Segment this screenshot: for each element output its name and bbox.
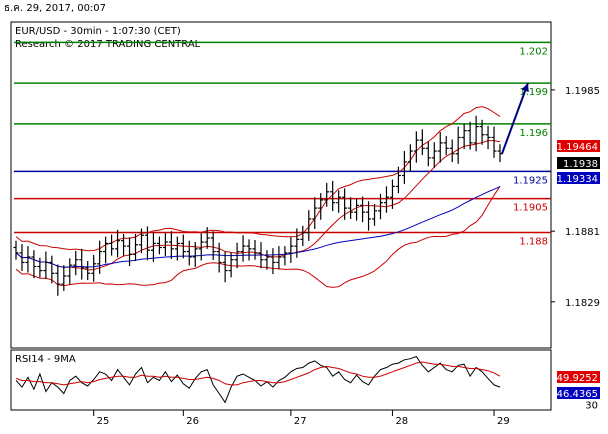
rsi-y-tick-label: 30 (585, 401, 598, 412)
price-badge-label: 1.19464 (557, 142, 598, 153)
level-label: 1.196 (519, 128, 548, 139)
price-panel-frame (10, 21, 552, 349)
price-badge (557, 371, 600, 383)
rsi-series-line (15, 361, 501, 386)
y-tick-label: 1.1881 (565, 227, 600, 238)
moving-average-fast-line (15, 140, 501, 271)
x-tick-label: 28 (395, 416, 408, 427)
bollinger-upper-line (15, 106, 501, 252)
x-tick-label: 26 (186, 416, 199, 427)
rsi-series-line (15, 355, 501, 404)
price-badge-label: 46.4365 (557, 389, 598, 400)
x-tick-label: 27 (294, 416, 307, 427)
chart-subtitle: Research © 2017 TRADING CENTRAL (15, 39, 201, 50)
bollinger-lower-line (15, 186, 501, 288)
chart-title: EUR/USD - 30min - 1:07:30 (CET) (15, 26, 181, 37)
level-label: 1.1905 (513, 203, 548, 214)
projection-arrow-line (501, 82, 529, 155)
price-badge (557, 172, 600, 184)
y-tick-label: 1.1985 (565, 86, 600, 97)
level-label: 1.199 (519, 87, 548, 98)
y-tick-label: 1.1829 (565, 298, 600, 309)
rsi-panel-title: RSI14 - 9MA (15, 354, 76, 365)
rsi-panel-frame (10, 349, 552, 411)
price-badge-label: 49.9252 (557, 373, 598, 384)
level-label: 1.188 (519, 237, 548, 248)
level-label: 1.202 (519, 46, 548, 57)
price-badge (557, 157, 600, 169)
price-badge (557, 140, 600, 152)
price-badge (557, 387, 600, 399)
price-badge-label: 1.1938 (563, 159, 598, 170)
projection-arrowhead (521, 83, 529, 93)
moving-average-slow-line (15, 186, 501, 268)
x-tick-label: 29 (497, 416, 510, 427)
x-tick-label: 25 (97, 416, 110, 427)
timestamp: ธ.ค. 29, 2017, 00:07 (4, 3, 106, 14)
level-label: 1.1925 (513, 175, 548, 186)
price-badge-label: 1.19334 (557, 174, 598, 185)
